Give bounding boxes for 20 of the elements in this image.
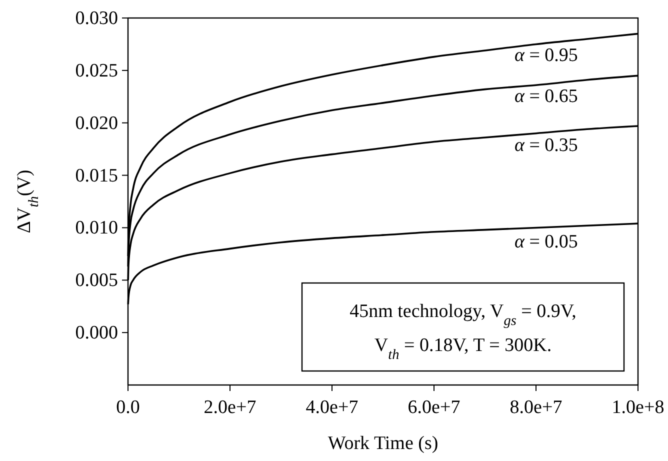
y-tick-label: 0.015 xyxy=(75,165,118,186)
x-tick-label: 1.0e+8 xyxy=(612,397,664,418)
y-tick-label: 0.020 xyxy=(75,112,118,134)
series-label: α = 0.65 xyxy=(514,86,578,107)
x-tick-label: 8.0e+7 xyxy=(510,397,562,418)
x-axis-title: Work Time (s) xyxy=(328,433,438,454)
y-tick-label: 0.000 xyxy=(75,322,118,344)
y-tick-label: 0.010 xyxy=(75,218,118,239)
annotation: 45nm technology, V$_{gs}$ = 0.9V, xyxy=(350,301,576,329)
series-label: α = 0.95 xyxy=(514,44,578,66)
series-label: α = 0.35 xyxy=(514,135,578,156)
x-tick-label: 2.0e+7 xyxy=(204,397,256,418)
x-tick-label: 4.0e+7 xyxy=(306,397,358,418)
x-tick-label: 6.0e+7 xyxy=(408,397,460,418)
y-tick-label: 0.005 xyxy=(75,270,118,292)
annotation: V$_{th}$ = 0.18V, T = 300K. xyxy=(374,335,552,363)
y-tick-label: 0.025 xyxy=(75,60,118,82)
y-tick-label: 0.030 xyxy=(75,8,118,29)
series-label: α = 0.05 xyxy=(514,232,578,253)
x-tick-label: 0.0 xyxy=(116,397,140,418)
